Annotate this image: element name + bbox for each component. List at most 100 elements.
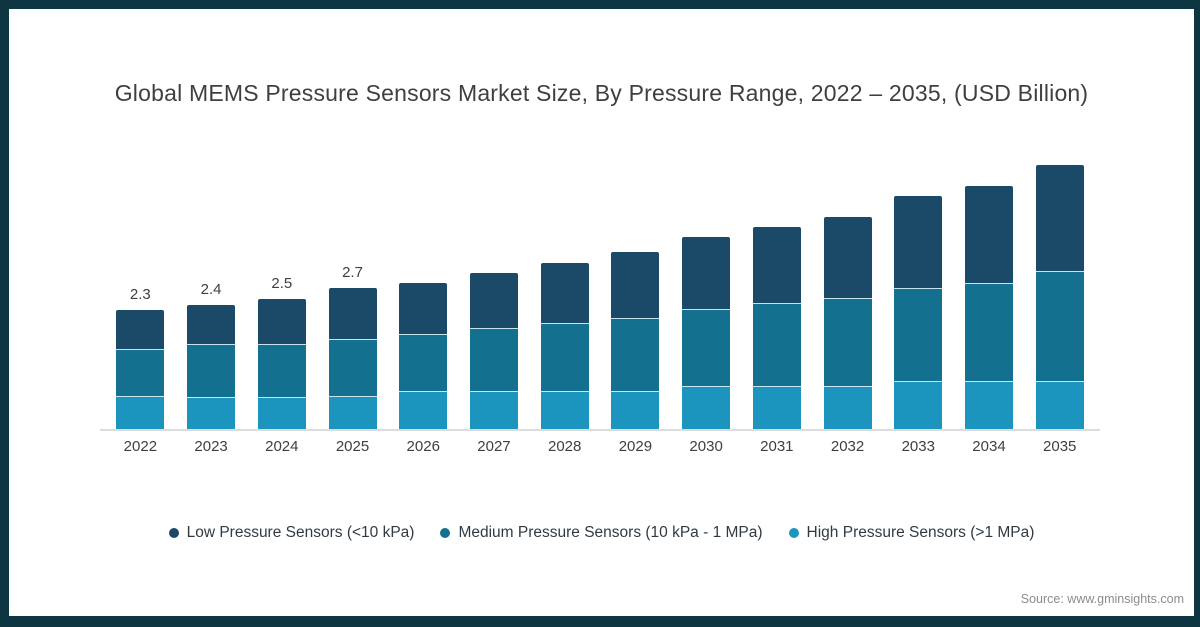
bar-column-2025: 2.7: [317, 264, 388, 429]
x-axis-tick-2034: 2034: [972, 438, 1006, 455]
bar-column-2034: [954, 162, 1025, 429]
x-axis-tick-2028: 2028: [547, 438, 582, 455]
x-axis-tick-2027: 2027: [477, 438, 511, 455]
bar-column-2031: [741, 203, 812, 429]
x-axis-line: [100, 429, 1100, 431]
x-axis-tick-2025: 2025: [335, 438, 370, 455]
bar-segment-2028-middle: [540, 322, 589, 391]
x-axis-tick-2022: 2022: [123, 438, 158, 455]
bar-segment-2035-bottom: [1035, 381, 1084, 429]
stacked-bar-2030: [682, 237, 731, 429]
legend-dot-low-pressure-icon: [168, 528, 179, 538]
bar-segment-2033-middle: [894, 287, 943, 382]
bar-segment-2024-middle: [257, 344, 306, 398]
bar-segment-2026-middle: [399, 333, 448, 391]
bar-column-2027: [459, 249, 530, 429]
stacked-bar-2029: [611, 251, 660, 429]
bar-segment-2023-middle: [187, 344, 236, 398]
stacked-bar-2033: [894, 195, 943, 429]
bar-segment-2022-middle: [116, 349, 165, 396]
chart-legend: Low Pressure Sensors (<10 kPa) Medium Pr…: [9, 524, 1194, 542]
x-axis-tick-2035: 2035: [1043, 438, 1077, 455]
bar-segment-2023-top: [187, 305, 236, 345]
bar-total-label-2027: [492, 249, 496, 267]
bar-segment-2026-top: [399, 282, 448, 334]
stacked-bar-2022: [116, 310, 165, 429]
stacked-bar-2026: [399, 282, 448, 429]
bar-segment-2034-middle: [964, 283, 1013, 382]
bar-segment-2035-middle: [1035, 270, 1084, 382]
stacked-bar-2028: [540, 262, 589, 429]
bar-segment-2025-top: [328, 287, 377, 339]
stacked-bar-2034: [964, 185, 1013, 429]
bar-column-2022: 2.3: [105, 286, 176, 429]
bar-segment-2023-bottom: [187, 397, 236, 429]
bar-segment-2029-top: [611, 251, 660, 318]
x-axis-labels: 2022 2023 2024 2025 2026 2027 2028 2029 2030 2031…: [105, 438, 1095, 455]
bar-total-label-2024: 2.5: [271, 275, 293, 293]
stacked-bar-2035: [1035, 164, 1084, 429]
bar-segment-2027-middle: [469, 328, 518, 391]
legend-label-medium-pressure: Medium Pressure Sensors (10 kPa - 1 MPa): [458, 524, 763, 541]
bar-segment-2028-top: [540, 262, 589, 323]
bar-segment-2027-bottom: [469, 390, 518, 429]
x-axis-tick-2024: 2024: [265, 438, 299, 455]
stacked-bar-2025: [328, 287, 377, 429]
bar-segment-2030-bottom: [682, 386, 731, 429]
plot-area: 2.3 2.4 2.5 2.7: [105, 9, 1095, 429]
bar-total-label-2032: [845, 193, 849, 211]
stacked-bar-2023: [187, 305, 236, 429]
bar-segment-2032-middle: [823, 298, 872, 387]
bar-segment-2033-bottom: [894, 381, 943, 429]
bar-segment-2025-middle: [328, 338, 377, 396]
bar-column-2033: [883, 172, 954, 429]
bar-segment-2030-top: [682, 237, 731, 309]
legend-label-low-pressure: Low Pressure Sensors (<10 kPa): [186, 524, 415, 541]
bar-segment-2026-bottom: [399, 390, 448, 429]
bar-segment-2032-top: [823, 217, 872, 299]
bar-segment-2022-bottom: [116, 396, 165, 429]
bar-segment-2028-bottom: [540, 390, 589, 429]
legend-item-low-pressure: Low Pressure Sensors (<10 kPa): [168, 524, 415, 542]
bar-column-2032: [812, 193, 883, 429]
x-axis-tick-2032: 2032: [830, 438, 865, 455]
bar-segment-2025-bottom: [328, 396, 377, 429]
legend-label-high-pressure: High Pressure Sensors (>1 MPa): [806, 524, 1035, 541]
stacked-bar-2031: [752, 227, 801, 429]
legend-item-high-pressure: High Pressure Sensors (>1 MPa): [788, 524, 1035, 542]
x-axis-tick-2029: 2029: [618, 438, 653, 455]
bar-total-label-2030: [704, 213, 708, 231]
bar-total-label-2034: [987, 162, 991, 180]
x-axis-tick-2030: 2030: [689, 438, 723, 455]
bar-total-label-2033: [916, 172, 920, 190]
bar-segment-2033-top: [894, 195, 943, 288]
source-note: Source: www.gminsights.com: [1020, 592, 1184, 606]
bar-segment-2034-top: [964, 185, 1013, 284]
bar-total-label-2035: [1058, 141, 1062, 159]
bar-total-label-2023: 2.4: [200, 281, 222, 299]
stacked-bar-2032: [823, 217, 872, 429]
x-axis-tick-2026: 2026: [406, 438, 440, 455]
bar-column-2023: 2.4: [176, 281, 247, 429]
stacked-bar-2024: [257, 299, 306, 429]
chart-title: Global MEMS Pressure Sensors Market Size…: [114, 80, 1089, 106]
bar-segment-2029-middle: [611, 317, 660, 391]
bar-total-label-2028: [563, 239, 567, 257]
bar-segment-2034-bottom: [964, 381, 1013, 429]
x-axis-tick-2033: 2033: [901, 438, 935, 455]
bar-column-2024: 2.5: [246, 275, 317, 429]
bar-column-2026: [388, 259, 459, 429]
bar-segment-2031-middle: [752, 303, 801, 387]
bar-total-label-2026: [421, 259, 425, 277]
bar-column-2030: [671, 213, 742, 429]
bar-total-label-2025: 2.7: [342, 263, 363, 281]
bar-segment-2035-top: [1035, 164, 1084, 271]
bar-segment-2022-top: [116, 310, 165, 350]
x-axis-tick-2031: 2031: [760, 438, 794, 455]
bar-column-2029: [600, 228, 671, 429]
legend-dot-high-pressure-icon: [788, 528, 799, 538]
bar-column-2028: [529, 239, 600, 429]
bar-total-label-2031: [775, 203, 779, 221]
bar-segment-2030-middle: [682, 308, 731, 387]
